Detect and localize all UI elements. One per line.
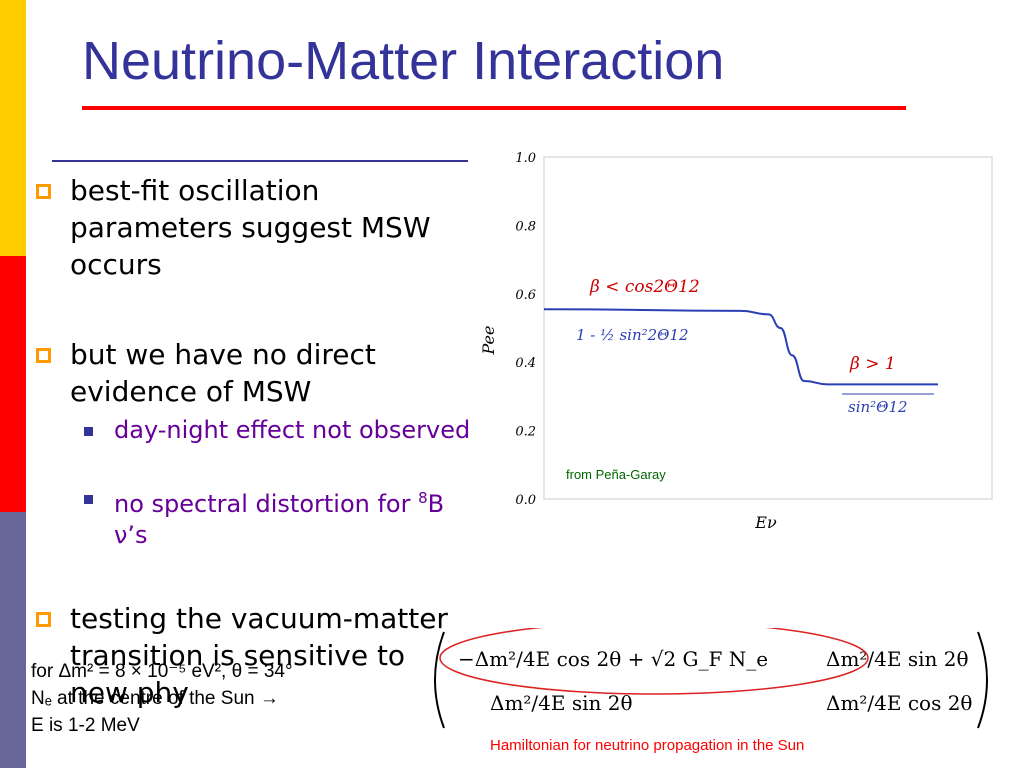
left-stripe-purple [0, 512, 26, 768]
sub-bullet-2-prefix: no spectral distortion for [114, 490, 419, 518]
notes-block: for Δm² = 8 × 10⁻⁵ eV², θ = 34° Nₑ at th… [31, 658, 293, 739]
sub-bullet-2: no spectral distortion for 8B ν’s [84, 483, 474, 551]
note-line-2: Nₑ at the centre of the Sun → [31, 688, 279, 709]
bullet-marker-icon [36, 184, 51, 199]
hamiltonian-matrix: −Δm²/4E cos 2θ + √2 G_F N_e Δm²/4E sin 2… [434, 628, 988, 729]
y-tick-label: 0.4 [515, 356, 536, 371]
note-line-1: for Δm² = 8 × 10⁻⁵ eV², θ = 34° [31, 661, 293, 682]
right-paren-icon [977, 631, 988, 729]
plot-frame [543, 156, 993, 500]
sub-bullet-1-text: day-night effect not observed [114, 416, 471, 444]
sub-bullet-1: day-night effect not observed [84, 415, 474, 446]
bullet-marker-icon [36, 348, 51, 363]
sub-bullet-marker-icon [84, 495, 93, 504]
bullet-3-text: testing the vacuum-matter transition is … [70, 602, 448, 709]
hamiltonian-caption: Hamiltonian for neutrino propagation in … [490, 737, 805, 754]
y-axis-label: Pee [479, 326, 498, 356]
matrix-entry-12: Δm²/4E sin 2θ [826, 647, 969, 671]
annotation-high-regime: β > 1 [849, 354, 896, 374]
y-tick-label: 1.0 [515, 151, 536, 166]
y-axis-label-text: Pee [479, 326, 498, 356]
bullet-marker-icon [36, 612, 51, 627]
sub-bullet-2-text: no spectral distortion for 8B ν’s [114, 483, 474, 551]
y-tick-label: 0.6 [515, 288, 536, 303]
matrix-entry-11: −Δm²/4E cos 2θ + √2 G_F N_e [458, 647, 768, 671]
sub-bullet-2-superscript: 8 [418, 489, 428, 507]
bullet-3: testing the vacuum-matter transition is … [36, 600, 456, 711]
y-tick-label: 0.8 [515, 219, 536, 234]
left-stripe-yellow [0, 0, 26, 256]
note-line-3: E is 1-2 MeV [31, 715, 140, 736]
pee-curve [543, 308, 938, 386]
bullet-1: best-fit oscillation parameters suggest … [36, 172, 456, 283]
sub-bullet-marker-icon [84, 427, 93, 436]
y-tick-label: 0.0 [515, 493, 536, 508]
bullet-2: but we have no direct evidence of MSW [36, 336, 456, 410]
matrix-entry-21: Δm²/4E sin 2θ [490, 691, 633, 715]
annotation-high-formula: sin²Θ12 [848, 398, 908, 416]
bullet-2-text: but we have no direct evidence of MSW [70, 338, 376, 408]
y-tick-label: 0.2 [515, 425, 536, 440]
bullet-1-text: best-fit oscillation parameters suggest … [70, 174, 431, 281]
annotation-low-regime: β < cos2Θ12 [589, 277, 700, 297]
left-paren-icon [434, 631, 445, 729]
title-underline [82, 106, 906, 110]
x-axis-label: Eν [754, 513, 777, 532]
sub-bullet-2-suffix: B ν’s [114, 490, 445, 549]
content-divider [52, 160, 468, 162]
slide-title: Neutrino-Matter Interaction [82, 31, 725, 91]
highlight-ellipse [439, 628, 869, 695]
survival-probability-chart: 0.0 0.2 0.4 0.6 0.8 1.0 Pee Eν β < cos2Θ12 1 … [479, 151, 993, 532]
annotation-low-formula: 1 - ½ sin²2Θ12 [576, 326, 689, 344]
matrix-entry-22: Δm²/4E cos 2θ [826, 691, 972, 715]
left-stripe-red [0, 256, 26, 512]
y-tick-labels: 0.0 0.2 0.4 0.6 0.8 1.0 [515, 151, 536, 508]
chart-credit: from Peña-Garay [566, 467, 666, 482]
